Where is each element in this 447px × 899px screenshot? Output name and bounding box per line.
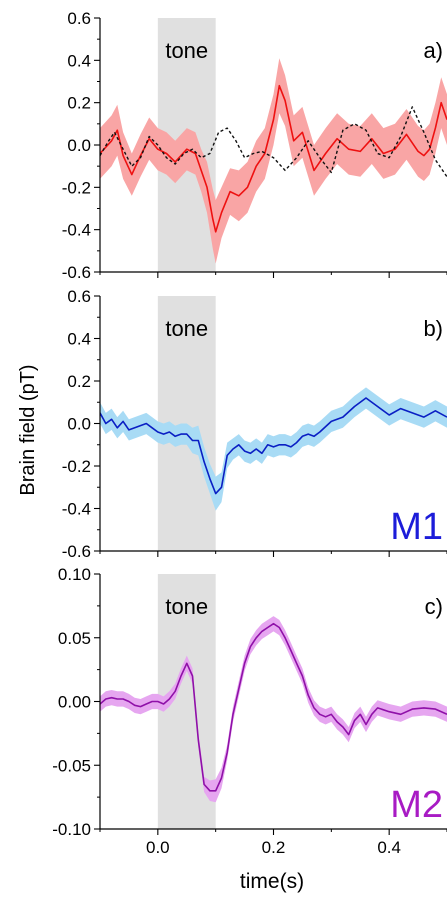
tone-label: tone	[165, 594, 208, 619]
corner-label: M1	[390, 506, 443, 548]
y-tick-label: -0.10	[52, 820, 91, 839]
mean-trace-3	[100, 622, 447, 792]
corner-label: M2	[390, 784, 443, 826]
dashed-trace-1	[100, 106, 447, 178]
mean-trace-1	[100, 84, 447, 233]
x-tick-label: 0.0	[146, 838, 170, 857]
y-tick-label: 0.6	[67, 9, 91, 28]
x-tick-label: 0.4	[377, 838, 401, 857]
x-tick-label: 0.2	[262, 838, 286, 857]
y-tick-label: 0.0	[67, 136, 91, 155]
y-tick-label: -0.6	[62, 263, 91, 282]
y-tick-label: 0.2	[67, 94, 91, 113]
panel-3: -0.10 -0.05 0.00 0.05 0.10 0.0 0.2 0.4 tone c) M2	[52, 565, 447, 857]
y-tick-label: 0.0	[67, 415, 91, 434]
y-tick-label: 0.10	[58, 565, 91, 584]
tone-label: tone	[165, 316, 208, 341]
y-tick-label: -0.2	[62, 178, 91, 197]
y-tick-label: 0.4	[67, 330, 91, 349]
confidence-band-2	[100, 387, 447, 511]
confidence-band-1	[100, 58, 447, 264]
plot-area	[100, 387, 447, 511]
y-tick-label: -0.4	[62, 221, 91, 240]
x-axis-label: time(s)	[240, 870, 304, 893]
y-tick-label: 0.00	[58, 693, 91, 712]
y-tick-label: 0.4	[67, 51, 91, 70]
panel-1: -0.6 -0.4 -0.2 0.0 0.2 0.4 0.6 tone a)	[62, 9, 447, 282]
plot-area	[100, 58, 447, 264]
panel-label: a)	[423, 38, 443, 63]
panel-2: -0.6 -0.4 -0.2 0.0 0.2 0.4 0.6 tone b) M1	[62, 287, 447, 561]
y-axis-label: Brain field (pT)	[17, 364, 39, 495]
panel-label: c)	[425, 594, 443, 619]
panel-label: b)	[423, 316, 443, 341]
y-tick-label: -0.4	[62, 500, 91, 519]
y-tick-label: 0.6	[67, 287, 91, 306]
tone-label: tone	[165, 38, 208, 63]
y-tick-label: -0.2	[62, 457, 91, 476]
confidence-band-3	[100, 616, 447, 803]
mean-trace-2	[100, 397, 447, 495]
y-tick-label: -0.05	[52, 756, 91, 775]
y-tick-label: 0.05	[58, 629, 91, 648]
y-tick-label: -0.6	[62, 542, 91, 561]
y-tick-label: 0.2	[67, 372, 91, 391]
plot-area	[100, 616, 447, 803]
